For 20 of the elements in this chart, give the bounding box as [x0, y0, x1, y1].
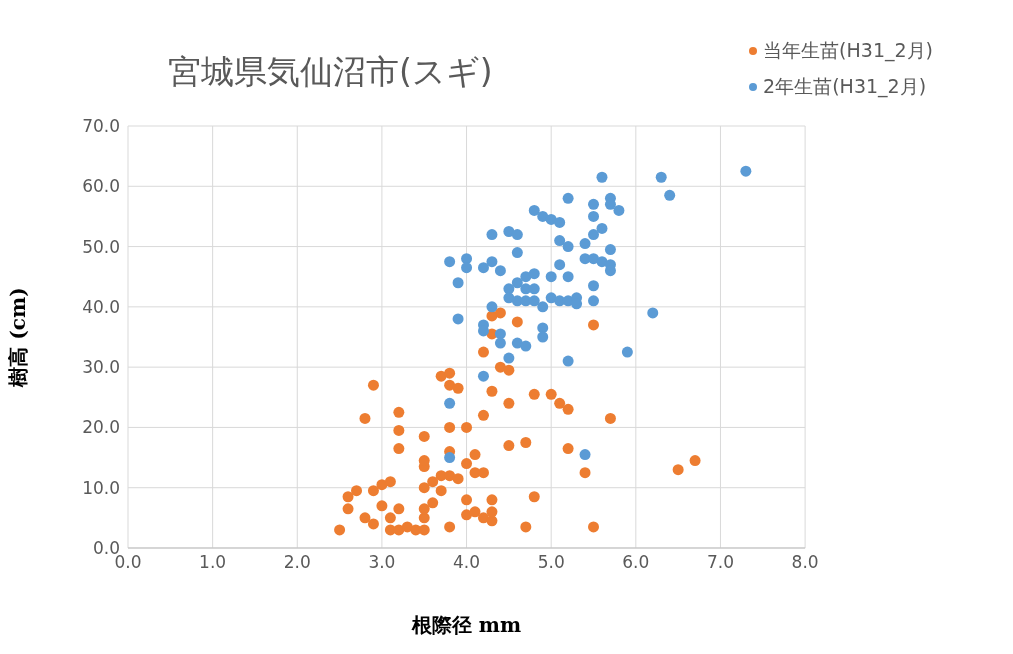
y-axis-title: 樹高 (cm)	[6, 287, 31, 388]
x-axis-title: 根際径 mm	[410, 613, 522, 638]
legend-label: 当年生苗(H31_2月)	[763, 38, 933, 64]
y-tick-label: 60.0	[82, 176, 120, 197]
x-tick-label: 5.0	[537, 552, 565, 573]
x-tick-label: 2.0	[283, 552, 311, 573]
x-tick-label: 8.0	[791, 552, 819, 573]
y-tick-label: 30.0	[82, 357, 120, 378]
x-tick-label: 6.0	[622, 552, 650, 573]
legend-label: 2年生苗(H31_2月)	[763, 74, 927, 100]
chart-title: 宮城県気仙沼市(スギ)	[168, 51, 493, 93]
x-tick-label: 3.0	[368, 552, 396, 573]
y-tick-label: 70.0	[82, 116, 120, 137]
y-tick-label: 10.0	[82, 477, 120, 498]
x-tick-label: 7.0	[706, 552, 734, 573]
x-tick-label: 4.0	[453, 552, 481, 573]
x-tick-label: 1.0	[199, 552, 227, 573]
y-tick-label: 50.0	[82, 236, 120, 257]
y-tick-label: 40.0	[82, 296, 120, 317]
y-tick-label: 20.0	[82, 417, 120, 438]
